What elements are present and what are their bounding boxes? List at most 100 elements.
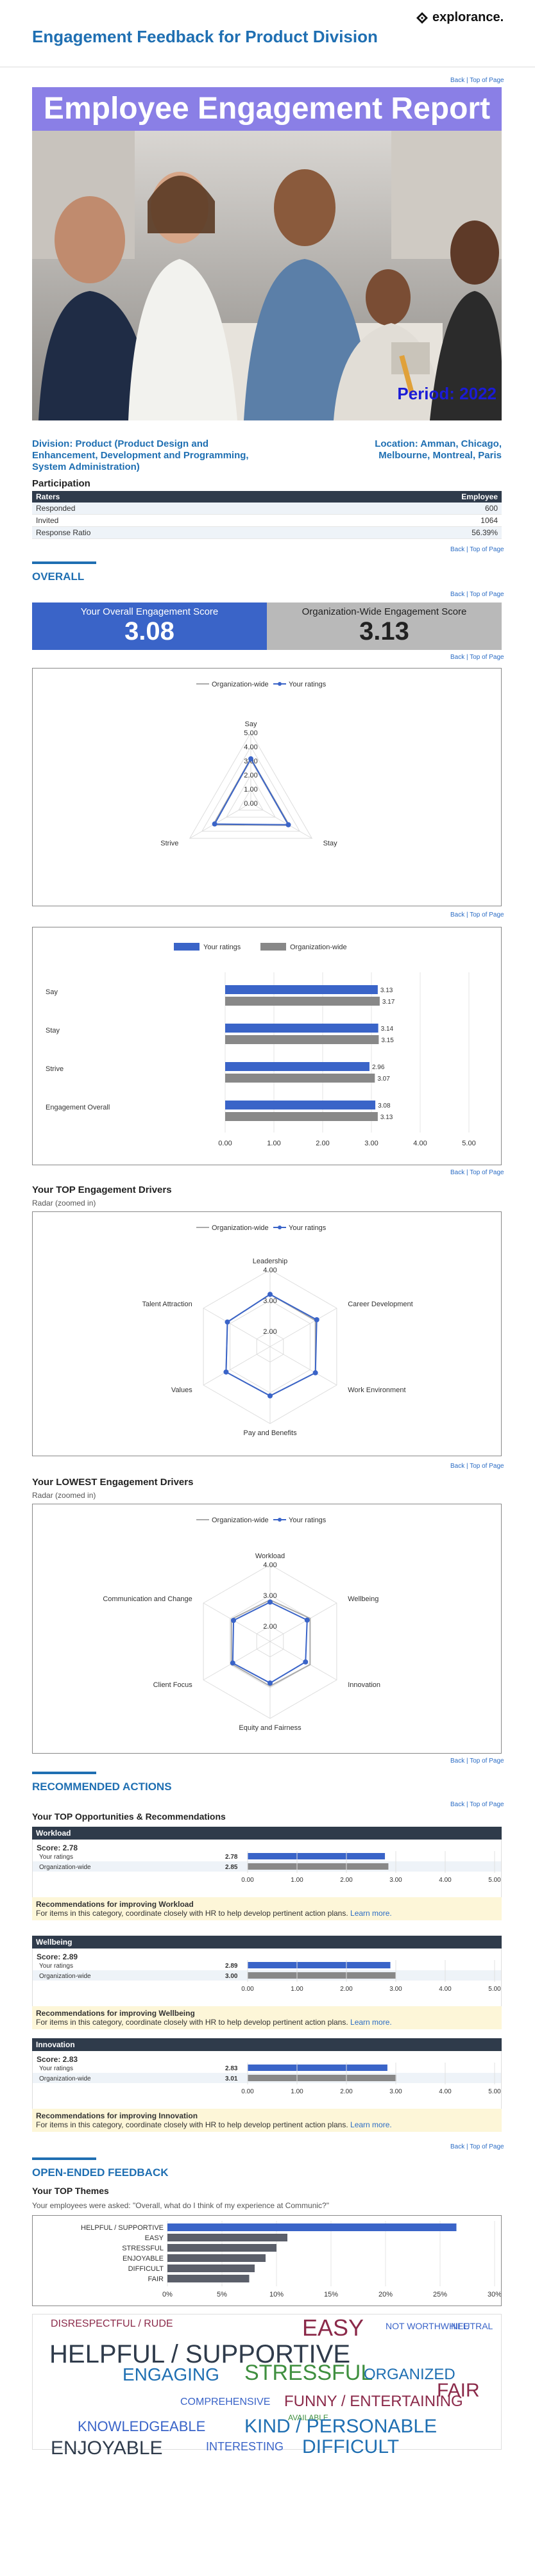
bar-value-label: 3.13: [380, 1114, 393, 1121]
top-link[interactable]: Top of Page: [470, 77, 504, 84]
recommendation-box: Recommendations for improving Workload F…: [32, 1897, 502, 1920]
top-drivers-title: Your TOP Engagement Drivers: [32, 1184, 172, 1195]
recommendation-card: Wellbeing Score: 2.89 Your ratings 2.89 Or…: [32, 1936, 502, 2029]
back-link[interactable]: Back: [450, 654, 465, 661]
theme-bar: [167, 2244, 276, 2252]
category-score: Score: 2.83: [37, 2055, 78, 2064]
learn-more-link[interactable]: Learn more.: [350, 2120, 392, 2129]
org-value: 2.85: [225, 1864, 238, 1871]
x-tick-label: 3.00: [364, 1140, 378, 1147]
your-series-point: [268, 1292, 273, 1297]
radar-axis-label: Work Environment: [348, 1386, 405, 1394]
back-link[interactable]: Back: [450, 591, 465, 598]
your-value: 2.78: [225, 1854, 238, 1861]
your-bar: [225, 1024, 378, 1033]
legend-org-label: Organization-wide: [212, 681, 269, 688]
back-link[interactable]: Back: [450, 1801, 465, 1808]
row-value: 1064: [307, 514, 502, 527]
score-block: Score: 2.89 Your ratings 2.89 Organization…: [32, 1949, 502, 2006]
back-link[interactable]: Back: [450, 1757, 465, 1765]
x-tick-label: 4.00: [439, 1986, 452, 1993]
radar-spoke: [269, 1308, 337, 1347]
top-link[interactable]: Top of Page: [470, 2143, 504, 2150]
x-tick-label: 3.00: [389, 1986, 402, 1993]
top-link[interactable]: Top of Page: [470, 654, 504, 661]
top-link[interactable]: Top of Page: [470, 1757, 504, 1765]
your-label: Your ratings: [39, 2065, 73, 2072]
x-tick-label: 5.00: [488, 2088, 501, 2095]
org-value: 3.00: [225, 1973, 238, 1980]
radar-overall-panel: Organization-wide Your ratings 5.00 4.00 3.0…: [32, 668, 502, 906]
learn-more-link[interactable]: Learn more.: [350, 1909, 392, 1918]
back-link[interactable]: Back: [450, 77, 465, 84]
x-tick-label: 1.00: [291, 1877, 303, 1884]
learn-more-link[interactable]: Learn more.: [350, 2018, 392, 2027]
themes-bar-chart: 0% 5% 10% 15% 20% 25% 30% HELPFUL / SUPPORTIVE E…: [81, 2221, 502, 2298]
section-rule: [32, 1772, 96, 1774]
org-score-label: Organization-Wide Engagement Score: [301, 606, 467, 617]
org-label: Organization-wide: [39, 1864, 91, 1871]
top-link[interactable]: Top of Page: [470, 546, 504, 553]
top-link[interactable]: Top of Page: [470, 1801, 504, 1808]
legend-yours-dot: [278, 682, 282, 686]
themes-chart-panel: 0% 5% 10% 15% 20% 25% 30% HELPFUL / SUPPORTIVE E…: [32, 2215, 502, 2306]
radar-overall-chart: Organization-wide Your ratings5.004.003.0…: [160, 681, 337, 847]
word-cloud-term: NEUTRAL: [451, 2321, 493, 2331]
x-tick-label: 5.00: [462, 1140, 475, 1147]
x-tick-label: 0.00: [241, 2088, 254, 2095]
page-title: Engagement Feedback for Product Division: [32, 27, 378, 46]
lowest-drivers-panel: Organization-wide Your ratings 4.00 3.00 2.0…: [32, 1504, 502, 1754]
word-cloud: DISRESPECTFUL / RUDE EASY NOT WORTHWHILE NE…: [32, 2314, 502, 2459]
back-link[interactable]: Back: [450, 546, 465, 553]
org-series: [225, 1293, 316, 1397]
x-tick-label: 4.00: [439, 1877, 452, 1884]
word-cloud-term: INTERESTING: [206, 2440, 284, 2453]
top-link[interactable]: Top of Page: [470, 1463, 504, 1470]
top-link[interactable]: Top of Page: [470, 911, 504, 918]
recommended-subtitle: Your TOP Opportunities & Recommendations: [32, 1811, 226, 1822]
org-score-value: 3.13: [359, 617, 409, 645]
theme-bar: [167, 2254, 266, 2262]
category-header: Innovation: [32, 2038, 502, 2051]
bar-value-label: 3.13: [380, 987, 393, 994]
x-tick-label: 2.00: [340, 1986, 353, 1993]
your-series: [225, 1293, 318, 1397]
back-link[interactable]: Back: [450, 1169, 465, 1176]
theme-label: ENJOYABLE: [123, 2255, 164, 2263]
participation-title: Participation: [32, 478, 90, 489]
word-cloud-term: STRESSFUL: [244, 2361, 373, 2385]
hero-title: Employee Engagement Report: [43, 92, 491, 126]
your-series-point: [248, 756, 253, 761]
radar-axis-label: Client Focus: [153, 1681, 193, 1689]
radar-axis-label: Say: [245, 720, 257, 728]
x-tick-label: 30%: [488, 2291, 501, 2298]
radar-spoke: [189, 802, 251, 839]
radar-tick-label: 4.00: [263, 1267, 276, 1274]
x-tick-label: 5.00: [488, 1986, 501, 1993]
word-cloud-term: HELPFUL / SUPPORTIVE: [49, 2340, 351, 2368]
top-link[interactable]: Top of Page: [470, 1169, 504, 1176]
back-link[interactable]: Back: [450, 2143, 465, 2150]
word-cloud-term: NOT WORTHWHILE: [386, 2321, 470, 2331]
x-tick-label: 4.00: [413, 1140, 427, 1147]
x-tick-label: 0%: [162, 2291, 173, 2298]
top-link[interactable]: Top of Page: [470, 591, 504, 598]
bar-value-label: 2.96: [372, 1064, 385, 1071]
back-link[interactable]: Back: [450, 911, 465, 918]
radar-spoke: [269, 1602, 337, 1642]
your-series-point: [225, 1319, 230, 1325]
legend-yours-label: Your ratings: [203, 943, 241, 951]
back-link[interactable]: Back: [450, 1463, 465, 1470]
radar-axis-label: Talent Attraction: [142, 1300, 192, 1308]
x-tick-label: 2.00: [340, 1877, 353, 1884]
legend-yours-dot: [278, 1226, 282, 1229]
radar-tick-label: 1.00: [244, 786, 257, 794]
legend-org-label: Organization-wide: [290, 943, 347, 951]
org-label: Organization-wide: [39, 1973, 91, 1980]
recommendation-card: Workload Score: 2.78 Your ratings 2.78 Org…: [32, 1827, 502, 1920]
category-score: Score: 2.89: [37, 1952, 78, 1961]
your-series-point: [230, 1660, 235, 1666]
x-tick-label: 0.00: [218, 1140, 232, 1147]
radar-grid-ring: [189, 732, 313, 839]
